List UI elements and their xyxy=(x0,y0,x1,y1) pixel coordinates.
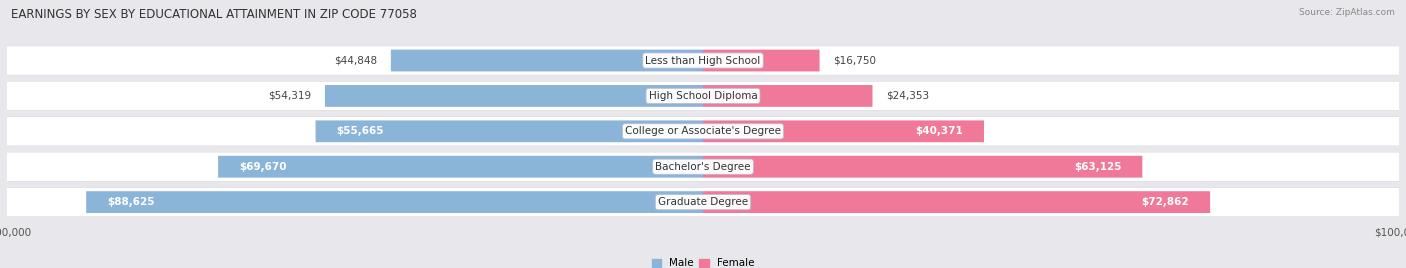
FancyBboxPatch shape xyxy=(0,188,1406,217)
Text: $16,750: $16,750 xyxy=(834,55,876,66)
Text: Source: ZipAtlas.com: Source: ZipAtlas.com xyxy=(1299,8,1395,17)
FancyBboxPatch shape xyxy=(703,191,1211,213)
Text: $54,319: $54,319 xyxy=(269,91,311,101)
FancyBboxPatch shape xyxy=(703,120,984,142)
FancyBboxPatch shape xyxy=(86,191,703,213)
FancyBboxPatch shape xyxy=(0,81,1406,111)
Text: $72,862: $72,862 xyxy=(1142,197,1189,207)
FancyBboxPatch shape xyxy=(0,152,1406,181)
Text: Bachelor's Degree: Bachelor's Degree xyxy=(655,162,751,172)
Text: $55,665: $55,665 xyxy=(336,126,384,136)
Text: Graduate Degree: Graduate Degree xyxy=(658,197,748,207)
Text: Less than High School: Less than High School xyxy=(645,55,761,66)
FancyBboxPatch shape xyxy=(0,117,1406,146)
FancyBboxPatch shape xyxy=(0,46,1406,75)
FancyBboxPatch shape xyxy=(0,187,1406,217)
Text: High School Diploma: High School Diploma xyxy=(648,91,758,101)
FancyBboxPatch shape xyxy=(315,120,703,142)
Text: EARNINGS BY SEX BY EDUCATIONAL ATTAINMENT IN ZIP CODE 77058: EARNINGS BY SEX BY EDUCATIONAL ATTAINMEN… xyxy=(11,8,418,21)
Text: $44,848: $44,848 xyxy=(333,55,377,66)
FancyBboxPatch shape xyxy=(391,50,703,72)
FancyBboxPatch shape xyxy=(0,152,1406,181)
Text: $69,670: $69,670 xyxy=(239,162,287,172)
FancyBboxPatch shape xyxy=(218,156,703,178)
FancyBboxPatch shape xyxy=(0,46,1406,75)
Text: $63,125: $63,125 xyxy=(1074,162,1122,172)
Text: College or Associate's Degree: College or Associate's Degree xyxy=(626,126,780,136)
FancyBboxPatch shape xyxy=(325,85,703,107)
Legend: Male, Female: Male, Female xyxy=(647,254,759,268)
FancyBboxPatch shape xyxy=(703,85,873,107)
FancyBboxPatch shape xyxy=(703,156,1142,178)
FancyBboxPatch shape xyxy=(703,50,820,72)
FancyBboxPatch shape xyxy=(0,81,1406,110)
FancyBboxPatch shape xyxy=(0,117,1406,146)
Text: $40,371: $40,371 xyxy=(915,126,963,136)
Text: $24,353: $24,353 xyxy=(886,91,929,101)
Text: $88,625: $88,625 xyxy=(107,197,155,207)
